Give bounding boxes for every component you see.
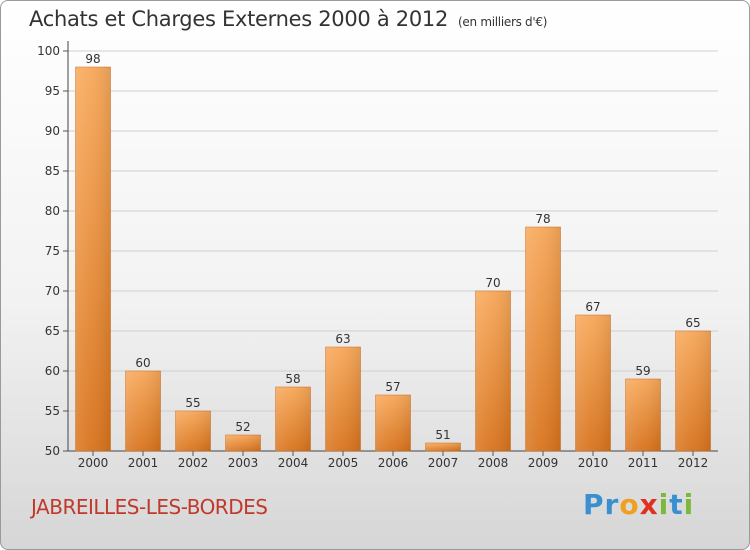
x-tick-label-2000: 2000 (78, 456, 109, 470)
data-label-2007: 51 (435, 428, 450, 442)
data-label-2009: 78 (535, 212, 550, 226)
data-label-2004: 58 (285, 372, 300, 386)
data-label-2010: 67 (585, 300, 600, 314)
data-label-2012: 65 (685, 316, 700, 330)
labels: 50 55 60 65 70 75 80 85 90 95 100 98 2000 60 2001 55 200… (37, 44, 708, 470)
bar-shine-2000 (75, 67, 111, 451)
y-tick-label: 90 (45, 124, 60, 138)
x-tick-label-2010: 2010 (578, 456, 609, 470)
y-tick-label: 95 (45, 84, 60, 98)
chart-title-text: Achats et Charges Externes 2000 à 2012 (29, 7, 449, 31)
y-tick-label: 65 (45, 324, 60, 338)
bar-shine-2010 (575, 315, 611, 451)
bar-shine-2008 (475, 291, 511, 451)
y-tick-label: 60 (45, 364, 60, 378)
y-tick-label: 50 (45, 444, 60, 458)
bar-shine-2007 (425, 443, 461, 451)
x-tick-label-2003: 2003 (228, 456, 259, 470)
logo-letter: P (583, 488, 605, 521)
x-tick-label-2007: 2007 (428, 456, 459, 470)
bar-shine-2003 (225, 435, 261, 451)
chart-title: Achats et Charges Externes 2000 à 2012 (e… (29, 7, 547, 31)
bar-shine-2004 (275, 387, 311, 451)
y-tick-label: 75 (45, 244, 60, 258)
x-tick-label-2002: 2002 (178, 456, 209, 470)
logo-letter: r (604, 488, 620, 521)
data-label-2008: 70 (485, 276, 500, 290)
bar-shine-2011 (625, 379, 661, 451)
x-tick-label-2005: 2005 (328, 456, 359, 470)
y-tick-label: 85 (45, 164, 60, 178)
proxiti-logo: Proxiti (583, 488, 694, 521)
logo-letter: i (658, 488, 670, 521)
x-tick-label-2004: 2004 (278, 456, 309, 470)
data-label-2005: 63 (335, 332, 350, 346)
chart-subtitle: (en milliers d'€) (458, 15, 548, 29)
logo-letter: o (619, 488, 640, 521)
data-label-2002: 55 (185, 396, 200, 410)
logo-letter: t (669, 488, 684, 521)
y-tick-label: 100 (37, 44, 60, 58)
data-label-2003: 52 (235, 420, 250, 434)
y-tick-label: 55 (45, 404, 60, 418)
x-tick-label-2009: 2009 (528, 456, 559, 470)
x-tick-label-2001: 2001 (128, 456, 159, 470)
bar-shine-2001 (125, 371, 161, 451)
data-label-2011: 59 (635, 364, 650, 378)
x-tick-label-2006: 2006 (378, 456, 409, 470)
logo-letter: i (683, 488, 695, 521)
commune-name: JABREILLES-LES-BORDES (31, 495, 268, 519)
logo-letter: x (639, 488, 659, 521)
x-tick-label-2011: 2011 (628, 456, 659, 470)
bar-shine-2006 (375, 395, 411, 451)
data-label-2000: 98 (85, 52, 100, 66)
data-label-2001: 60 (135, 356, 150, 370)
bar-shine-2002 (175, 411, 211, 451)
y-tick-label: 80 (45, 204, 60, 218)
bar-shine-2012 (675, 331, 711, 451)
data-label-2006: 57 (385, 380, 400, 394)
bar-shine-2009 (525, 227, 561, 451)
x-tick-label-2008: 2008 (478, 456, 509, 470)
bars (75, 66, 711, 452)
y-tick-label: 70 (45, 284, 60, 298)
x-tick-label-2012: 2012 (678, 456, 709, 470)
bar-shine-2005 (325, 347, 361, 451)
